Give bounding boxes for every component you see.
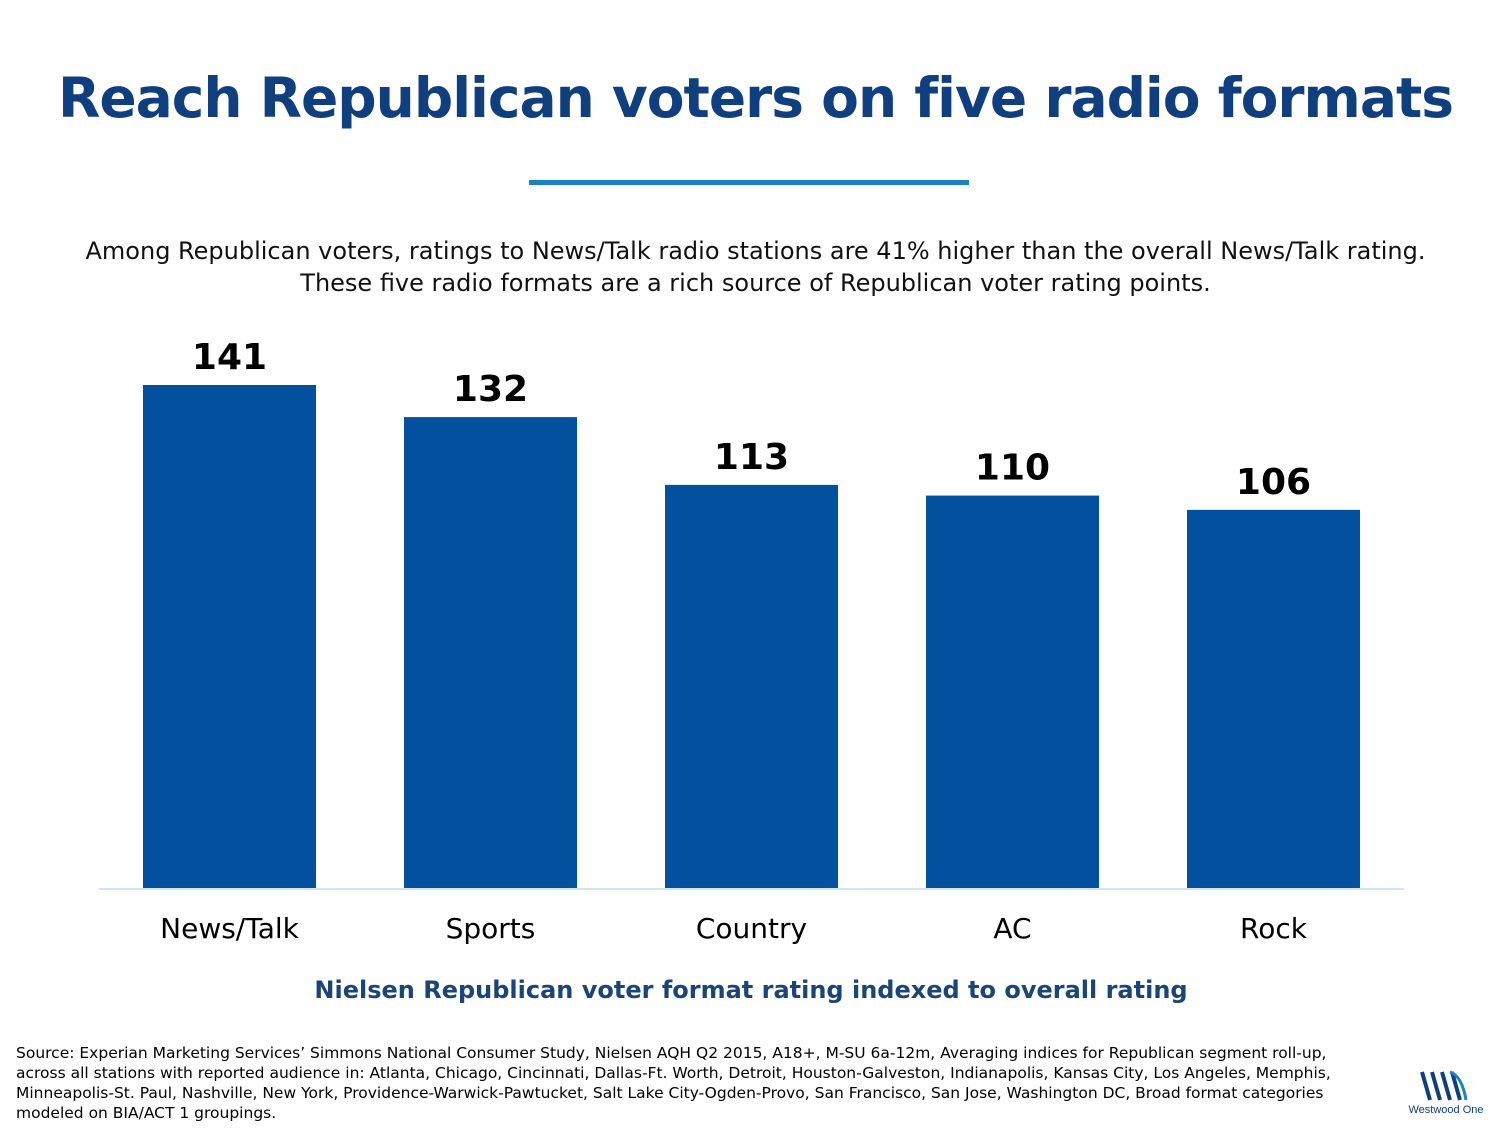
bar-sports (404, 417, 577, 888)
westwood-one-logo: Westwood One (1396, 1066, 1496, 1126)
data-label: 106 (1236, 462, 1311, 503)
bar-news-talk (143, 385, 316, 888)
x-tick-label: Country (696, 912, 807, 945)
westwood-one-logo-icon (1420, 1070, 1468, 1101)
data-label: 141 (192, 337, 267, 378)
x-tick-label: AC (993, 912, 1031, 945)
data-label: 110 (975, 448, 1050, 489)
x-axis-label: Nielsen Republican voter format rating i… (314, 976, 1188, 1004)
x-tick-label: Sports (446, 912, 536, 945)
bar-ac (926, 495, 1099, 888)
data-label: 113 (714, 437, 789, 478)
bars-layer: 141 News/Talk 132 Sports 113 Country 110 AC 106 R… (143, 337, 1360, 945)
x-tick-label: News/Talk (160, 912, 300, 945)
x-tick-label: Rock (1240, 912, 1308, 945)
bar-country (665, 484, 838, 888)
bar-rock (1187, 509, 1360, 888)
subtitle-line-2: These five radio formats are a rich sour… (300, 269, 1211, 297)
page-title: Reach Republican voters on five radio fo… (57, 66, 1454, 130)
bar-chart: 141 News/Talk 132 Sports 113 Country 110 AC 106 R… (99, 337, 1404, 945)
title-divider (529, 180, 969, 185)
source-note: Source: Experian Marketing Services’ Sim… (16, 1044, 1331, 1122)
data-label: 132 (453, 369, 528, 410)
subtitle: Among Republican voters, ratings to News… (0, 235, 1511, 299)
logo-text: Westwood One (1408, 1104, 1484, 1116)
subtitle-line-1: Among Republican voters, ratings to News… (85, 237, 1426, 265)
